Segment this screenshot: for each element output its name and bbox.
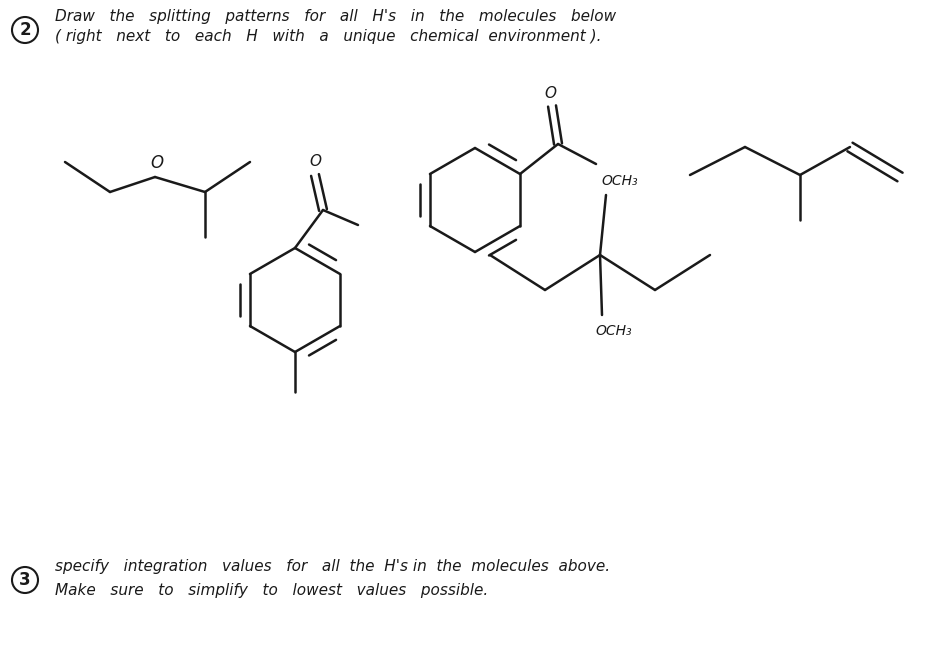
Text: Make   sure   to   simplify   to   lowest   values   possible.: Make sure to simplify to lowest values p…: [55, 582, 488, 597]
Text: O: O: [544, 86, 556, 100]
Text: OCH₃: OCH₃: [602, 174, 638, 188]
Text: Draw   the   splitting   patterns   for   all   H's   in   the   molecules   bel: Draw the splitting patterns for all H's …: [55, 10, 616, 24]
Text: 3: 3: [19, 571, 31, 589]
Text: ( right   next   to   each   H   with   a   unique   chemical  environment ).: ( right next to each H with a unique che…: [55, 29, 602, 45]
Text: O: O: [309, 153, 321, 168]
Text: 2: 2: [19, 21, 31, 39]
Text: OCH₃: OCH₃: [596, 324, 633, 338]
Text: specify   integration   values   for   all  the  H's in  the  molecules  above.: specify integration values for all the H…: [55, 559, 610, 574]
Text: O: O: [150, 154, 164, 172]
